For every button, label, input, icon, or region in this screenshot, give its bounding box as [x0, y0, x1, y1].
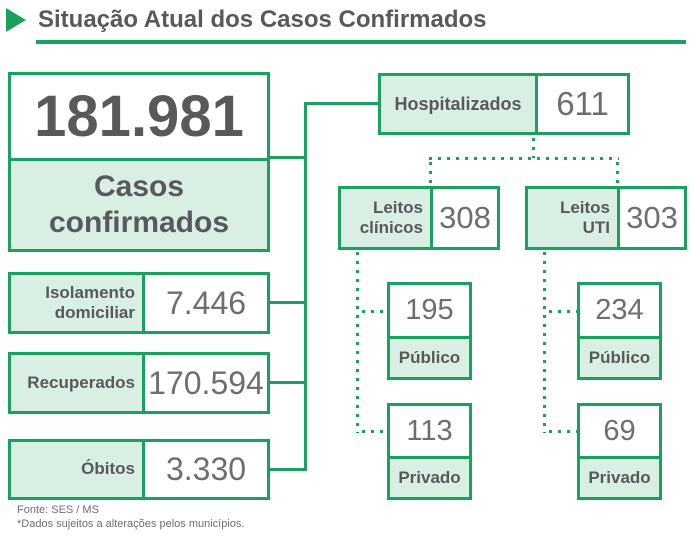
recovered-value: 170.594 [148, 364, 264, 401]
connector-deaths-line [267, 468, 307, 471]
dotted-clinical-public-stub [362, 310, 387, 313]
deaths-value: 3.330 [165, 451, 247, 487]
icu-public-value: 234 [595, 294, 644, 326]
connector-confirmed-line [267, 156, 307, 159]
footer: Fonte: SES / MS *Dados sujeitos a altera… [17, 503, 244, 531]
dotted-icu-private-stub [549, 430, 577, 433]
dotted-icu-drop-line [616, 162, 619, 186]
connector-trunk-line [304, 102, 307, 471]
clinical-public-box: 195 Público [387, 282, 472, 380]
hospitalized-value: 611 [556, 85, 609, 122]
dotted-icu-breakdown-line [543, 252, 546, 433]
clinical-public-value: 195 [405, 294, 454, 326]
clinical-public-label: Público [390, 336, 469, 377]
icu-private-box: 69 Privado [577, 403, 662, 500]
deaths-box: Óbitos 3.330 [8, 439, 270, 500]
icu-public-box: 234 Público [577, 282, 662, 380]
clinical-private-label: Privado [390, 456, 469, 497]
clinical-beds-box: Leitos clínicos 308 [338, 186, 500, 250]
confirmed-cases-box: 181.981 Casos confirmados [8, 72, 270, 252]
deaths-label: Óbitos [11, 442, 145, 497]
footer-source: Fonte: SES / MS [17, 504, 99, 516]
home-isolation-label: Isolamento domiciliar [11, 275, 145, 331]
dotted-beds-branch-line [429, 157, 619, 160]
connector-hospitalized-line [304, 102, 378, 105]
icu-private-label: Privado [580, 456, 659, 497]
footer-note: *Dados sujeitos a alterações pelos munic… [17, 518, 245, 530]
hospitalized-box: Hospitalizados 611 [378, 73, 630, 135]
recovered-label: Recuperados [11, 355, 145, 411]
dotted-clinical-breakdown-line [356, 252, 359, 433]
icu-beds-value: 303 [626, 200, 678, 235]
home-isolation-box: Isolamento domiciliar 7.446 [8, 272, 270, 334]
page-title: Situação Atual dos Casos Confirmados [38, 6, 487, 33]
confirmed-cases-value: 181.981 [11, 75, 267, 161]
clinical-private-box: 113 Privado [387, 403, 472, 500]
clinical-private-value: 113 [406, 414, 453, 447]
icu-public-label: Público [580, 336, 659, 377]
dotted-icu-public-stub [549, 310, 577, 313]
title-underline [36, 40, 686, 44]
icu-beds-label: Leitos UTI [528, 189, 620, 247]
dotted-clinical-private-stub [362, 430, 387, 433]
confirmed-cases-label: Casos confirmados [11, 161, 267, 249]
clinical-beds-label: Leitos clínicos [341, 189, 433, 247]
recovered-box: Recuperados 170.594 [8, 352, 270, 414]
icu-beds-box: Leitos UTI 303 [525, 186, 687, 250]
icu-private-value: 69 [603, 414, 636, 447]
hospitalized-label: Hospitalizados [381, 76, 538, 132]
home-isolation-value: 7.446 [165, 284, 247, 321]
bullet-triangle-icon [6, 8, 26, 32]
connector-recovered-line [267, 381, 307, 384]
connector-isolation-line [267, 301, 307, 304]
dotted-hospitalized-drop-line [532, 138, 535, 158]
dotted-clinical-drop-line [429, 162, 432, 186]
clinical-beds-value: 308 [439, 200, 491, 235]
